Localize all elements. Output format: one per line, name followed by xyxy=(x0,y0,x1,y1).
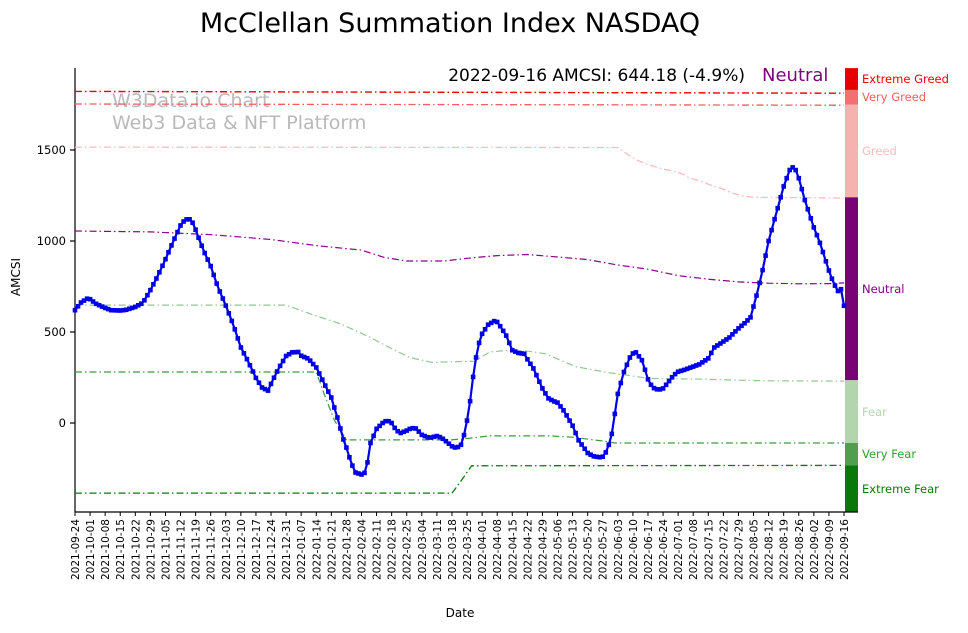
y-tick-label: 1000 xyxy=(37,234,66,248)
extreme-greed-threshold-line xyxy=(74,90,845,94)
zone-bar-very-fear xyxy=(845,443,858,466)
extreme-fear-threshold-line xyxy=(75,464,845,494)
x-tick-label: 2021-11-19 xyxy=(191,519,203,580)
x-tick-label: 2021-11-12 xyxy=(176,519,188,580)
zone-bar-fear xyxy=(845,380,858,444)
zone-label-neutral: Neutral xyxy=(862,281,905,296)
y-tick-label: 500 xyxy=(44,325,66,339)
x-tick-label: 2022-04-08 xyxy=(492,519,504,580)
x-tick-label: 2021-12-31 xyxy=(281,519,293,580)
x-tick-label: 2022-03-04 xyxy=(417,519,429,580)
x-tick-label: 2022-04-29 xyxy=(537,519,549,580)
zone-label-extreme-greed: Extreme Greed xyxy=(862,72,949,86)
x-tick-label: 2021-10-15 xyxy=(115,519,127,580)
x-tick-label: 2022-09-16 xyxy=(839,519,851,580)
x-tick-label: 2022-04-01 xyxy=(477,519,489,580)
x-tick-label: 2022-09-09 xyxy=(824,519,836,580)
x-tick-label: 2022-05-20 xyxy=(583,519,595,580)
watermark-line1: W3Data.io Chart xyxy=(112,90,270,112)
x-tick-label: 2022-07-15 xyxy=(703,519,715,580)
zone-bar-extreme-greed xyxy=(845,68,858,90)
x-tick-label: 2021-12-24 xyxy=(266,519,278,580)
greed-threshold-line xyxy=(74,146,845,199)
x-tick-label: 2022-01-21 xyxy=(326,519,338,580)
x-tick-label: 2022-02-11 xyxy=(372,519,384,580)
x-tick-label: 2022-01-07 xyxy=(296,519,308,580)
x-tick-label: 2022-08-05 xyxy=(749,519,761,580)
x-tick-label: 2022-05-06 xyxy=(553,519,565,580)
x-tick-label: 2022-04-22 xyxy=(522,519,534,580)
x-tick-label: 2022-07-01 xyxy=(673,519,685,580)
page-title: McClellan Summation Index NASDAQ xyxy=(199,8,701,39)
x-tick-label: 2022-03-18 xyxy=(447,519,459,580)
x-tick-label: 2021-11-05 xyxy=(160,519,172,580)
x-tick-label: 2022-06-03 xyxy=(613,519,625,580)
x-tick-label: 2022-05-13 xyxy=(568,519,580,580)
fear-threshold-line xyxy=(75,304,845,382)
neutral-threshold-line xyxy=(74,230,845,285)
sentiment-status-label: Neutral xyxy=(762,65,829,86)
x-tick-label: 2022-08-26 xyxy=(794,519,806,580)
zone-label-fear: Fear xyxy=(862,404,887,419)
x-tick-label: 2022-07-08 xyxy=(688,519,700,580)
x-tick-label: 2022-05-27 xyxy=(598,519,610,580)
x-tick-label: 2021-12-10 xyxy=(236,519,248,580)
x-tick-label: 2022-08-12 xyxy=(764,519,776,580)
x-tick-label: 2022-04-15 xyxy=(507,519,519,580)
x-tick-label: 2021-10-29 xyxy=(145,519,157,580)
zone-label-greed: Greed xyxy=(862,143,897,158)
very-greed-threshold-line xyxy=(74,103,845,106)
zone-label-very-fear: Very Fear xyxy=(862,447,917,462)
y-tick-label: 0 xyxy=(59,416,66,430)
x-tick-label: 2021-09-24 xyxy=(70,519,82,580)
x-tick-label: 2022-06-17 xyxy=(643,519,655,580)
x-tick-label: 2021-10-22 xyxy=(130,519,142,580)
x-tick-label: 2022-09-02 xyxy=(809,519,821,580)
zone-label-very-greed: Very Greed xyxy=(862,90,927,105)
x-tick-label: 2022-06-24 xyxy=(658,519,670,580)
zone-bar-extreme-fear xyxy=(845,465,858,513)
latest-value-annotation: 2022-09-16 AMCSI: 644.18 (-4.9%) xyxy=(448,66,745,86)
amcsi-markers xyxy=(72,165,847,477)
amcsi-line xyxy=(74,165,846,476)
x-tick-label: 2022-07-29 xyxy=(733,519,745,580)
zone-bar-greed xyxy=(845,104,858,198)
x-tick-label: 2022-07-22 xyxy=(718,519,730,580)
x-tick-label: 2021-12-03 xyxy=(221,519,233,580)
x-tick-label: 2021-11-26 xyxy=(206,519,218,580)
x-tick-label: 2021-12-17 xyxy=(251,519,263,580)
y-tick-label: 1500 xyxy=(37,143,66,157)
zone-label-extreme-fear: Extreme Fear xyxy=(862,481,939,496)
x-tick-label: 2022-02-25 xyxy=(402,519,414,580)
x-tick-label: 2021-10-01 xyxy=(85,519,97,580)
x-tick-label: 2022-03-25 xyxy=(462,519,474,580)
x-tick-label: 2022-02-18 xyxy=(387,519,399,580)
x-tick-label: 2022-03-11 xyxy=(432,519,444,580)
watermark-line2: Web3 Data & NFT Platform xyxy=(112,112,367,134)
x-tick-label: 2022-08-19 xyxy=(779,519,791,580)
x-tick-label: 2022-01-14 xyxy=(311,519,323,580)
x-tick-label: 2021-10-08 xyxy=(100,519,112,580)
very-fear-threshold-line xyxy=(75,371,844,444)
x-tick-label: 2022-06-10 xyxy=(628,519,640,580)
x-tick-label: 2022-02-04 xyxy=(356,519,368,580)
zone-bar-very-greed xyxy=(845,89,858,105)
x-axis-label: Date xyxy=(445,606,475,620)
zone-bar-neutral xyxy=(845,197,858,381)
x-tick-label: 2022-01-28 xyxy=(341,519,353,580)
